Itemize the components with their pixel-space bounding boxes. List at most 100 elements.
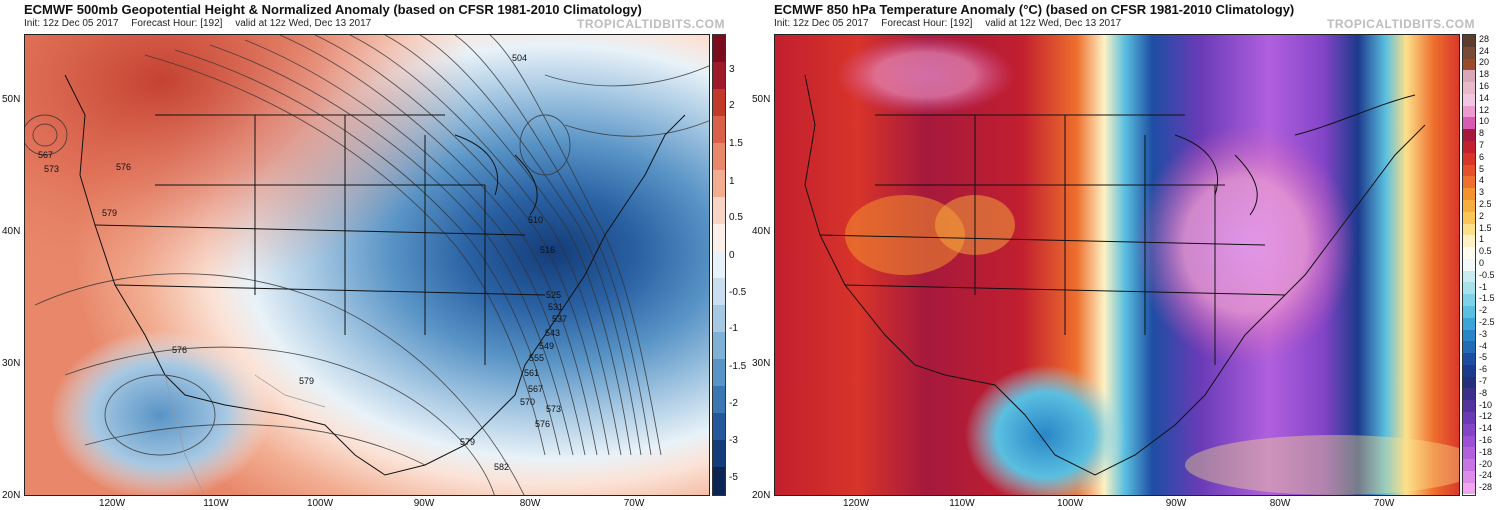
colorbar-tick: 7 <box>1479 140 1485 151</box>
lon-label: 90W <box>413 498 435 509</box>
colorbar-tick: 6 <box>1479 151 1485 162</box>
colorbar-swatch <box>1463 176 1475 189</box>
colorbar-tick: 16 <box>1479 81 1490 92</box>
contour-label: 567 <box>38 150 54 160</box>
colorbar-tick: -5 <box>729 472 738 483</box>
lon-label: 120W <box>842 498 870 509</box>
colorbar-tick: -10 <box>1479 399 1493 410</box>
height-anomaly-map <box>24 34 710 496</box>
colorbar-swatch <box>1463 482 1475 495</box>
contour-label: 579 <box>299 376 315 386</box>
init-time: Init: 12z Dec 05 2017 <box>24 18 119 29</box>
colorbar-tick: -2 <box>1479 305 1488 316</box>
contour-label: 561 <box>524 368 540 378</box>
colorbar-swatch <box>713 332 725 359</box>
colorbar-swatch <box>1463 364 1475 377</box>
colorbar-tick: -18 <box>1479 446 1493 457</box>
contour-label: 573 <box>546 404 562 414</box>
colorbar-tick: 12 <box>1479 104 1490 115</box>
colorbar-swatch <box>1463 70 1475 83</box>
lon-label: 70W <box>1373 498 1395 509</box>
contour-label: 582 <box>494 462 510 472</box>
colorbar-swatch <box>713 143 725 170</box>
colorbar-tick: -16 <box>1479 434 1493 445</box>
lon-label: 120W <box>98 498 126 509</box>
contour-label: 579 <box>102 208 118 218</box>
colorbar-tick: -0.5 <box>1479 269 1495 280</box>
colorbar-tick: 5 <box>1479 163 1485 174</box>
colorbar-swatch <box>713 116 725 143</box>
colorbar-tick: -12 <box>1479 411 1493 422</box>
panel-title: ECMWF 500mb Geopotential Height & Normal… <box>24 2 642 17</box>
colorbar-tick: 18 <box>1479 69 1490 80</box>
colorbar-tick: 2 <box>1479 210 1485 221</box>
colorbar-swatch <box>1463 388 1475 401</box>
panel-subtitle: Init: 12z Dec 05 2017 Forecast Hour: [19… <box>24 18 371 29</box>
colorbar-swatch <box>713 224 725 251</box>
contour-label: 579 <box>460 437 476 447</box>
anomaly-colorbar <box>712 34 726 496</box>
colorbar-tick: 2.5 <box>1479 199 1492 210</box>
colorbar-swatch <box>1463 105 1475 118</box>
colorbar-swatch <box>713 440 725 467</box>
contour-label: 525 <box>546 290 562 300</box>
colorbar-tick: -1 <box>729 323 738 334</box>
contour-label: 576 <box>535 419 551 429</box>
lat-label: 40N <box>752 226 771 237</box>
colorbar-swatch <box>1463 58 1475 71</box>
valid-time: valid at 12z Wed, Dec 13 2017 <box>235 18 372 29</box>
colorbar-swatch <box>1463 435 1475 448</box>
colorbar-tick: -1.5 <box>729 361 747 372</box>
contour-label: 573 <box>44 164 60 174</box>
colorbar-swatch <box>713 305 725 332</box>
colorbar-tick: 1.5 <box>1479 222 1492 233</box>
lon-label: 70W <box>623 498 645 509</box>
colorbar-swatch <box>1463 35 1475 47</box>
colorbar-swatch <box>713 413 725 440</box>
colorbar-swatch <box>1463 211 1475 224</box>
lon-label: 100W <box>1056 498 1084 509</box>
colorbar-tick: 1.5 <box>729 138 743 149</box>
colorbar-swatch <box>1463 305 1475 318</box>
colorbar-swatch <box>1463 412 1475 424</box>
contour-label: 576 <box>116 162 132 172</box>
colorbar-swatch <box>1463 376 1475 389</box>
colorbar-swatch-stack <box>1463 35 1475 495</box>
colorbar-swatch <box>1463 223 1475 236</box>
lat-label: 30N <box>2 358 21 369</box>
colorbar-swatch <box>1463 459 1475 471</box>
lat-label: 30N <box>752 358 771 369</box>
colorbar-tick: 3 <box>729 64 735 75</box>
colorbar-swatch <box>1463 317 1475 330</box>
colorbar-swatch <box>1463 258 1475 271</box>
colorbar-swatch <box>1463 82 1475 94</box>
colorbar-swatch <box>1463 447 1475 460</box>
lon-label: 110W <box>203 498 229 509</box>
colorbar-swatch <box>1463 282 1475 295</box>
colorbar-swatch <box>1463 93 1475 106</box>
colorbar-swatch <box>1463 470 1475 483</box>
contour-label: 555 <box>529 353 545 363</box>
contour-label: 516 <box>540 245 556 255</box>
colorbar-tick: -3 <box>1479 328 1488 339</box>
contour-label: 567 <box>528 384 544 394</box>
colorbar-tick: -28 <box>1479 482 1493 493</box>
panel-title: ECMWF 850 hPa Temperature Anomaly (°C) (… <box>774 2 1295 17</box>
colorbar-swatch <box>1463 341 1475 354</box>
colorbar-swatch <box>1463 152 1475 165</box>
colorbar-swatch <box>1463 141 1475 153</box>
colorbar-swatch <box>713 251 725 278</box>
colorbar-tick: 28 <box>1479 33 1490 44</box>
colorbar-swatch <box>713 170 725 197</box>
colorbar-swatch <box>1463 129 1475 142</box>
colorbar-tick: 14 <box>1479 92 1490 103</box>
contour-label: 537 <box>552 314 568 324</box>
colorbar-tick: -2.5 <box>1479 316 1495 327</box>
colorbar-swatch <box>1463 294 1475 306</box>
colorbar-tick: -14 <box>1479 423 1493 434</box>
colorbar-swatch <box>1463 199 1475 212</box>
lat-label: 40N <box>2 226 21 237</box>
colorbar-tick: -1.5 <box>1479 293 1495 304</box>
contour-label: 570 <box>520 397 536 407</box>
init-time: Init: 12z Dec 05 2017 <box>774 18 869 29</box>
